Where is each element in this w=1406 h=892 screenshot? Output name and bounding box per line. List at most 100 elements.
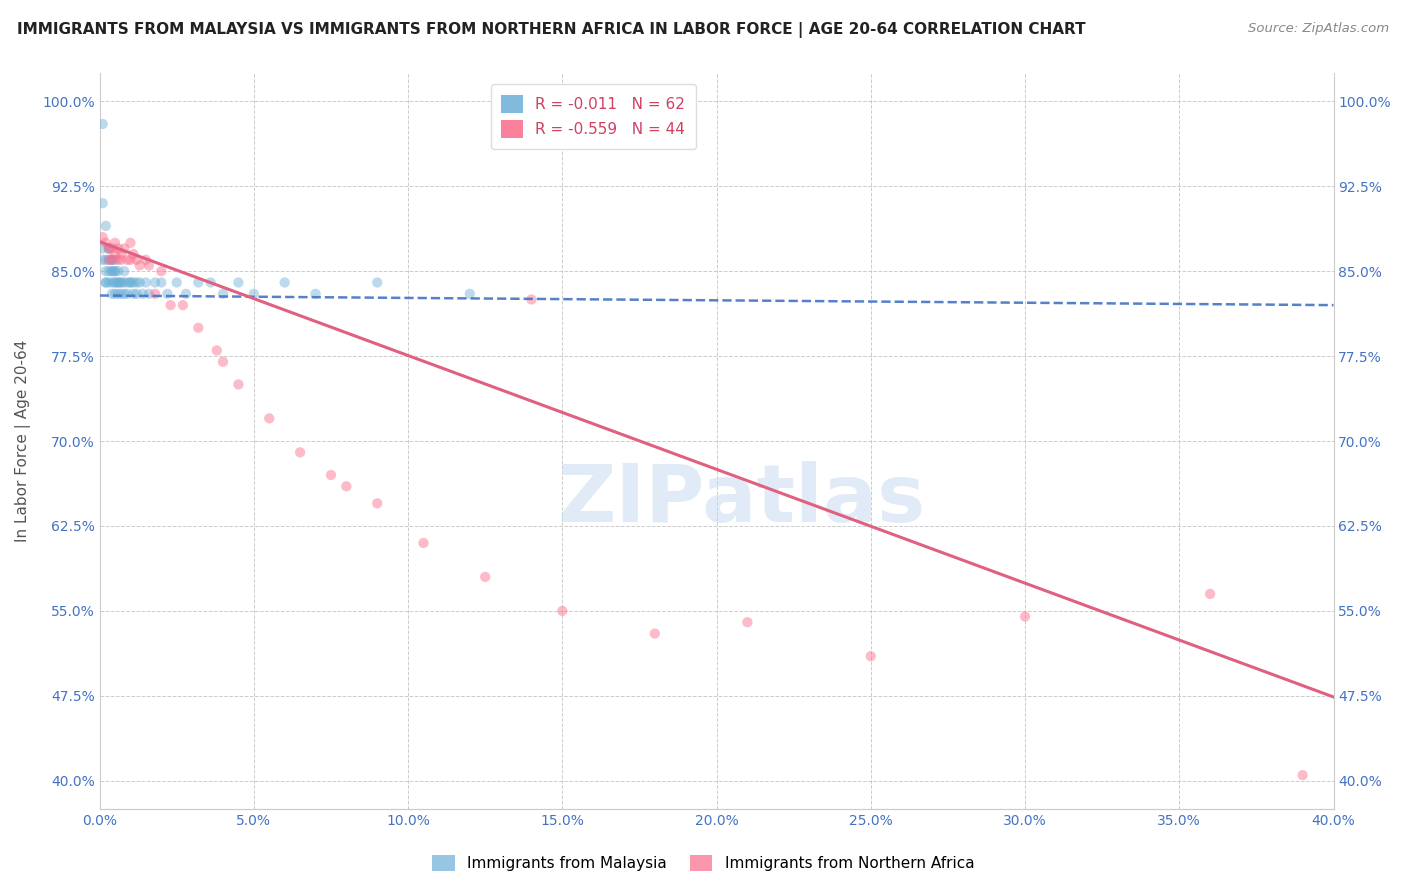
Point [101, 242, 124, 256]
Point [97, 264, 120, 278]
Point [259, 411, 281, 425]
Point [1199, 587, 1222, 601]
Point [125, 252, 148, 267]
Point [187, 320, 209, 334]
Point [104, 247, 127, 261]
Point [132, 286, 155, 301]
Point [366, 496, 388, 510]
Point [125, 286, 148, 301]
Point [107, 264, 129, 278]
Point [304, 286, 326, 301]
Point [135, 276, 157, 290]
Point [319, 468, 342, 483]
Point [187, 276, 209, 290]
Point [200, 276, 222, 290]
Point [107, 252, 129, 267]
Point [859, 649, 882, 664]
Point [94, 252, 117, 267]
Point [212, 286, 235, 301]
Point [101, 276, 124, 290]
Text: IMMIGRANTS FROM MALAYSIA VS IMMIGRANTS FROM NORTHERN AFRICA IN LABOR FORCE | AGE: IMMIGRANTS FROM MALAYSIA VS IMMIGRANTS F… [17, 22, 1085, 38]
Point [228, 276, 250, 290]
Point [122, 247, 145, 261]
Point [458, 286, 481, 301]
Point [110, 286, 132, 301]
Point [1014, 609, 1036, 624]
Point [120, 276, 142, 290]
Point [205, 343, 228, 358]
Point [107, 276, 129, 290]
Point [551, 604, 574, 618]
Point [150, 264, 173, 278]
Point [125, 276, 148, 290]
Point [412, 536, 434, 550]
Point [166, 276, 188, 290]
Point [644, 626, 666, 640]
Point [138, 259, 160, 273]
Point [112, 286, 135, 301]
Point [97, 242, 120, 256]
Point [366, 276, 388, 290]
Point [101, 264, 124, 278]
Point [117, 286, 139, 301]
Point [104, 286, 127, 301]
Point [737, 615, 759, 630]
Point [94, 276, 117, 290]
Point [172, 298, 194, 312]
Point [120, 252, 142, 267]
Point [112, 242, 135, 256]
Point [97, 276, 120, 290]
Point [104, 264, 127, 278]
Point [94, 276, 117, 290]
Point [143, 286, 166, 301]
Point [243, 286, 266, 301]
Point [117, 276, 139, 290]
Point [97, 252, 120, 267]
Point [110, 252, 132, 267]
Point [110, 276, 132, 290]
Point [273, 276, 295, 290]
Point [107, 286, 129, 301]
Text: Source: ZipAtlas.com: Source: ZipAtlas.com [1249, 22, 1389, 36]
Point [135, 252, 157, 267]
Point [94, 264, 117, 278]
Point [112, 264, 135, 278]
Point [101, 252, 124, 267]
Point [110, 247, 132, 261]
Point [122, 286, 145, 301]
Point [101, 252, 124, 267]
Point [128, 259, 150, 273]
Point [288, 445, 311, 459]
Point [156, 286, 179, 301]
Point [335, 479, 357, 493]
Point [91, 252, 114, 267]
Point [104, 276, 127, 290]
Point [104, 264, 127, 278]
Point [474, 570, 496, 584]
Point [128, 276, 150, 290]
Point [107, 242, 129, 256]
Point [159, 298, 181, 312]
Point [112, 276, 135, 290]
Point [520, 293, 543, 307]
Point [120, 276, 142, 290]
Point [101, 252, 124, 267]
Legend: R = -0.011   N = 62, R = -0.559   N = 44: R = -0.011 N = 62, R = -0.559 N = 44 [491, 85, 696, 149]
Point [110, 276, 132, 290]
Point [228, 377, 250, 392]
Point [104, 276, 127, 290]
Point [104, 252, 127, 267]
Point [91, 242, 114, 256]
Point [97, 242, 120, 256]
Point [101, 264, 124, 278]
Legend: Immigrants from Malaysia, Immigrants from Northern Africa: Immigrants from Malaysia, Immigrants fro… [426, 849, 980, 877]
Point [143, 276, 166, 290]
Point [138, 286, 160, 301]
Point [104, 235, 127, 250]
Point [1292, 768, 1315, 782]
Point [97, 242, 120, 256]
Text: ZIPatlas: ZIPatlas [557, 461, 925, 539]
Point [117, 252, 139, 267]
Y-axis label: In Labor Force | Age 20-64: In Labor Force | Age 20-64 [15, 340, 31, 542]
Point [91, 230, 114, 244]
